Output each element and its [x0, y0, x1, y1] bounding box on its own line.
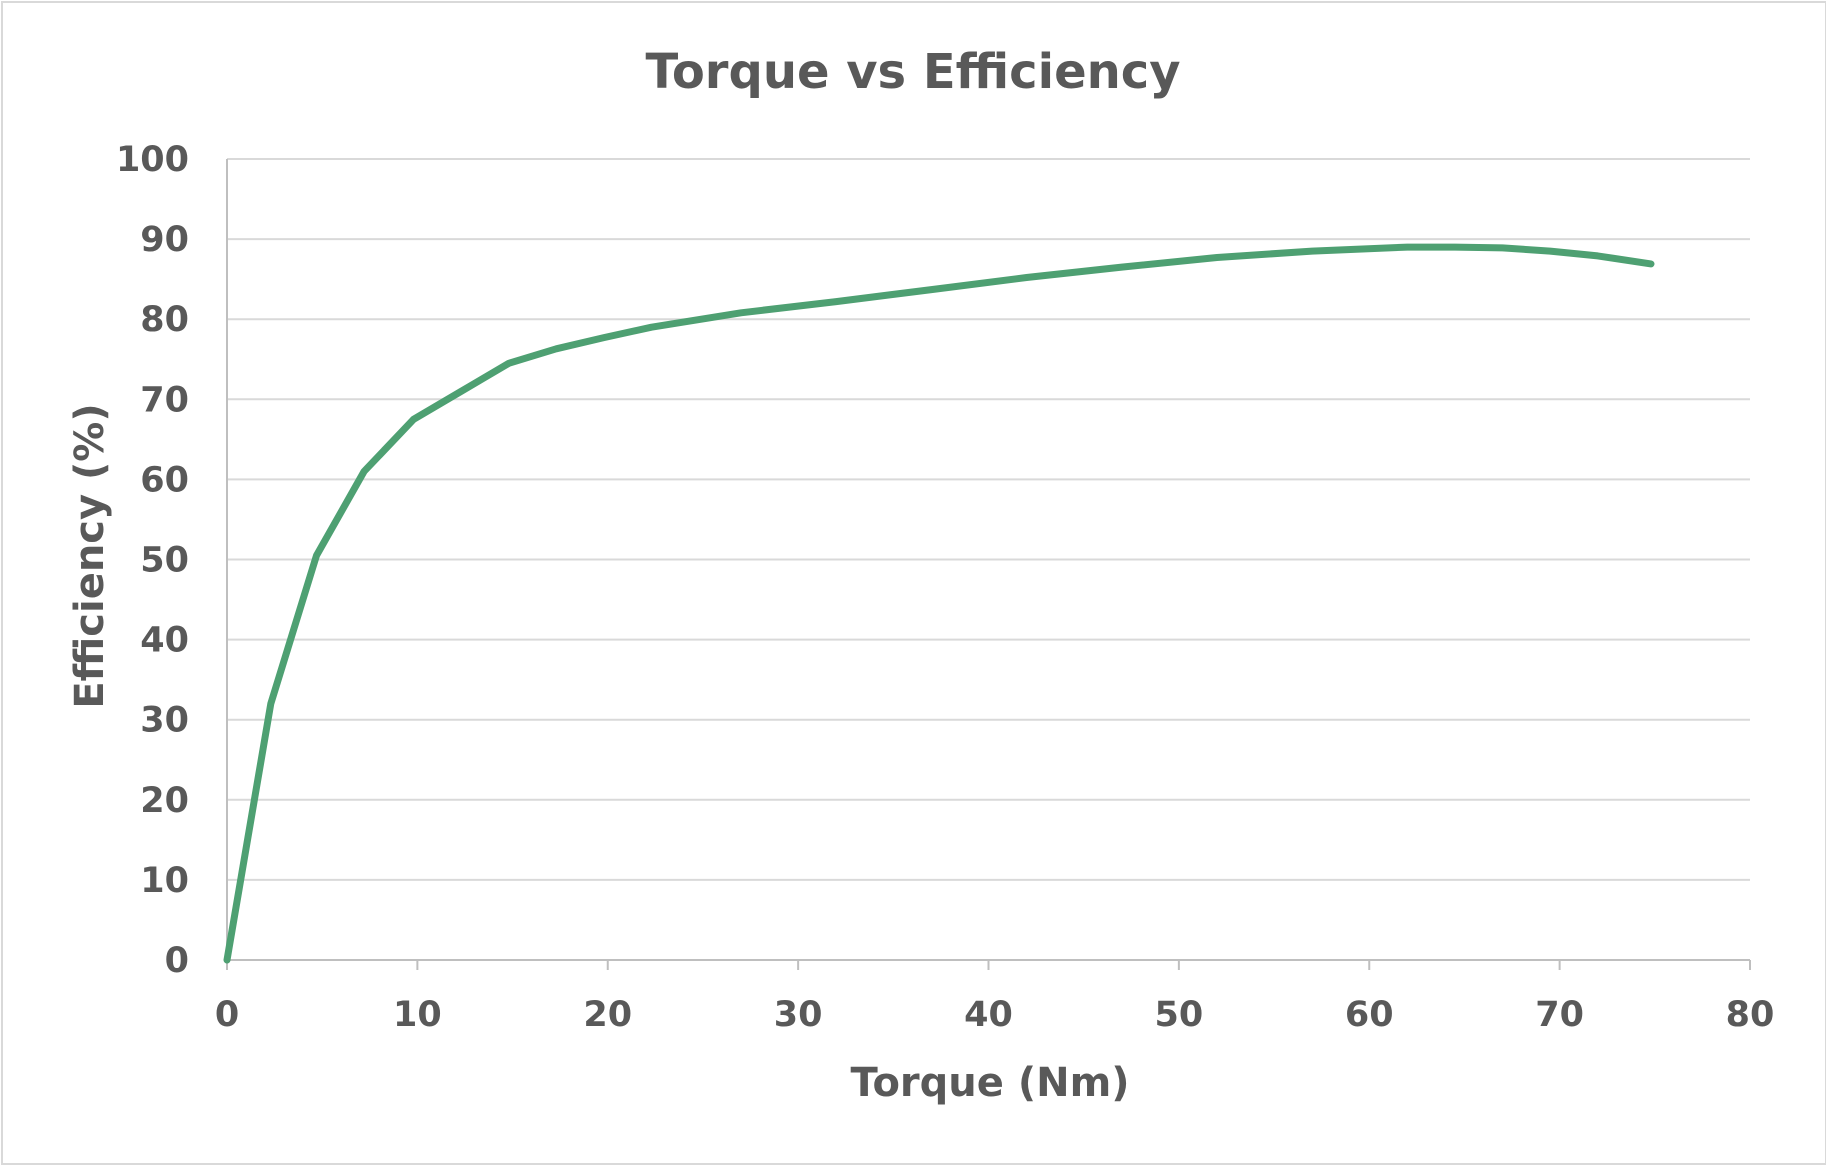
x-tick-label-10: 10 — [393, 995, 442, 1035]
y-tick-label-70: 70 — [140, 380, 189, 420]
x-tick-label-0: 0 — [215, 995, 239, 1035]
chart-title: Torque vs Efficiency — [645, 44, 1180, 100]
x-tick-label-60: 60 — [1345, 995, 1394, 1035]
y-tick-label-10: 10 — [140, 861, 189, 901]
x-tick-label-50: 50 — [1155, 995, 1204, 1035]
x-axis-title: Torque (Nm) — [850, 1060, 1129, 1106]
y-tick-label-30: 30 — [140, 701, 189, 741]
y-tick-label-40: 40 — [140, 621, 189, 661]
x-tick-labels: 0 10 20 30 40 50 60 70 80 — [215, 995, 1775, 1035]
x-tick-label-30: 30 — [774, 995, 823, 1035]
gridlines — [227, 158, 1750, 881]
x-tick-label-80: 80 — [1726, 995, 1775, 1035]
y-tick-label-20: 20 — [140, 781, 189, 821]
y-tick-label-60: 60 — [140, 460, 189, 500]
y-tick-label-0: 0 — [165, 941, 189, 981]
y-tick-label-100: 100 — [116, 140, 189, 180]
y-axis-title: Efficiency (%) — [67, 403, 113, 708]
y-tick-label-50: 50 — [140, 541, 189, 581]
series-line-0 — [223, 243, 1655, 964]
axes — [226, 159, 1751, 970]
series-group — [223, 243, 1655, 964]
x-tick-label-70: 70 — [1535, 995, 1584, 1035]
y-tick-labels: 0 10 20 30 40 50 60 70 80 90 100 — [116, 140, 189, 981]
x-tick-label-40: 40 — [964, 995, 1013, 1035]
y-tick-label-80: 80 — [140, 300, 189, 340]
x-tick-label-20: 20 — [583, 995, 632, 1035]
y-tick-label-90: 90 — [140, 220, 189, 260]
